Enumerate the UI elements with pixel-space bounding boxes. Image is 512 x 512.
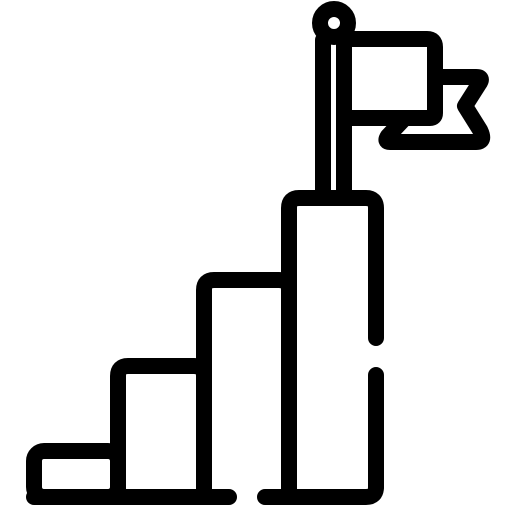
flag-pole-knob <box>312 1 356 45</box>
baseline-right <box>257 479 384 505</box>
flag-tail <box>378 69 491 150</box>
bar-level-2 <box>110 358 212 505</box>
bar-level-3 <box>196 272 297 505</box>
bar-level-4 <box>281 190 384 505</box>
flag-front-panel <box>336 31 443 126</box>
